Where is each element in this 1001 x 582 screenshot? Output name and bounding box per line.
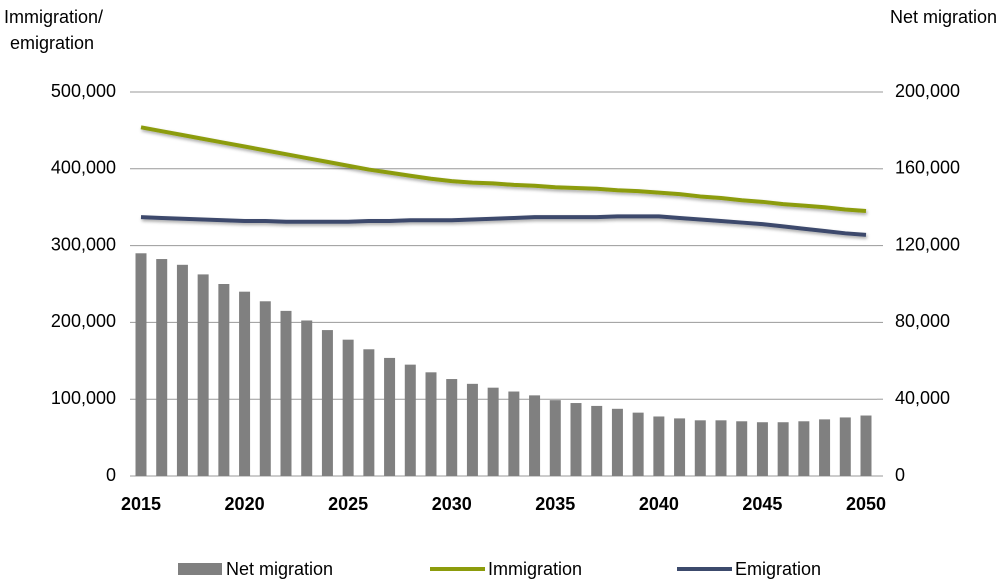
- x-tick-label: 2035: [535, 494, 575, 514]
- x-tick-label: 2020: [225, 494, 265, 514]
- y2-axis-title: Net migration: [890, 7, 997, 27]
- bar: [218, 284, 230, 476]
- bar: [259, 301, 271, 476]
- y-tick-label: 0: [106, 465, 116, 485]
- bar: [674, 418, 686, 476]
- bar: [425, 372, 437, 476]
- bar: [632, 412, 644, 476]
- legend-label: Net migration: [226, 559, 333, 579]
- y2-tick-label: 40,000: [895, 388, 950, 408]
- y-axis-title: emigration: [10, 33, 94, 53]
- bar: [611, 408, 623, 476]
- bar: [756, 422, 768, 476]
- bar: [570, 403, 582, 476]
- bar: [239, 291, 251, 476]
- bar: [135, 253, 147, 476]
- y-tick-label: 500,000: [51, 81, 116, 101]
- y-tick-label: 400,000: [51, 158, 116, 178]
- x-tick-label: 2045: [742, 494, 782, 514]
- bar: [156, 259, 168, 476]
- bar: [694, 420, 706, 476]
- y2-tick-label: 200,000: [895, 81, 960, 101]
- y2-tick-label: 120,000: [895, 234, 960, 254]
- y2-tick-label: 80,000: [895, 311, 950, 331]
- bar: [487, 387, 499, 476]
- bar: [280, 310, 292, 476]
- bar: [798, 421, 810, 476]
- bar: [176, 264, 188, 476]
- legend-label: Immigration: [488, 559, 582, 579]
- bar: [715, 420, 727, 476]
- bar: [363, 349, 375, 476]
- x-tick-label: 2025: [328, 494, 368, 514]
- legend-swatch: [178, 563, 222, 575]
- bar: [301, 320, 313, 476]
- bar: [777, 422, 789, 476]
- y-tick-label: 300,000: [51, 234, 116, 254]
- y2-tick-label: 0: [895, 465, 905, 485]
- bar: [860, 415, 872, 476]
- bar: [653, 416, 665, 476]
- bar: [321, 330, 333, 476]
- y2-tick-label: 160,000: [895, 158, 960, 178]
- bar: [839, 417, 851, 476]
- bar: [508, 391, 520, 476]
- line: [140, 214, 867, 237]
- line: [140, 125, 867, 214]
- x-tick-label: 2015: [121, 494, 161, 514]
- bar: [591, 405, 603, 476]
- bar: [529, 395, 541, 476]
- x-tick-label: 2040: [639, 494, 679, 514]
- bar: [404, 364, 416, 476]
- bar: [736, 421, 748, 476]
- bar: [197, 274, 209, 476]
- bar: [466, 383, 478, 476]
- bar: [819, 419, 831, 476]
- x-tick-label: 2030: [432, 494, 472, 514]
- bar: [342, 339, 354, 476]
- bar: [446, 379, 458, 476]
- bar: [384, 357, 396, 476]
- bar: [549, 400, 561, 476]
- y-axis-title: Immigration/: [4, 7, 103, 27]
- y-tick-label: 100,000: [51, 388, 116, 408]
- legend-label: Emigration: [735, 559, 821, 579]
- x-tick-label: 2050: [846, 494, 886, 514]
- y-tick-label: 200,000: [51, 311, 116, 331]
